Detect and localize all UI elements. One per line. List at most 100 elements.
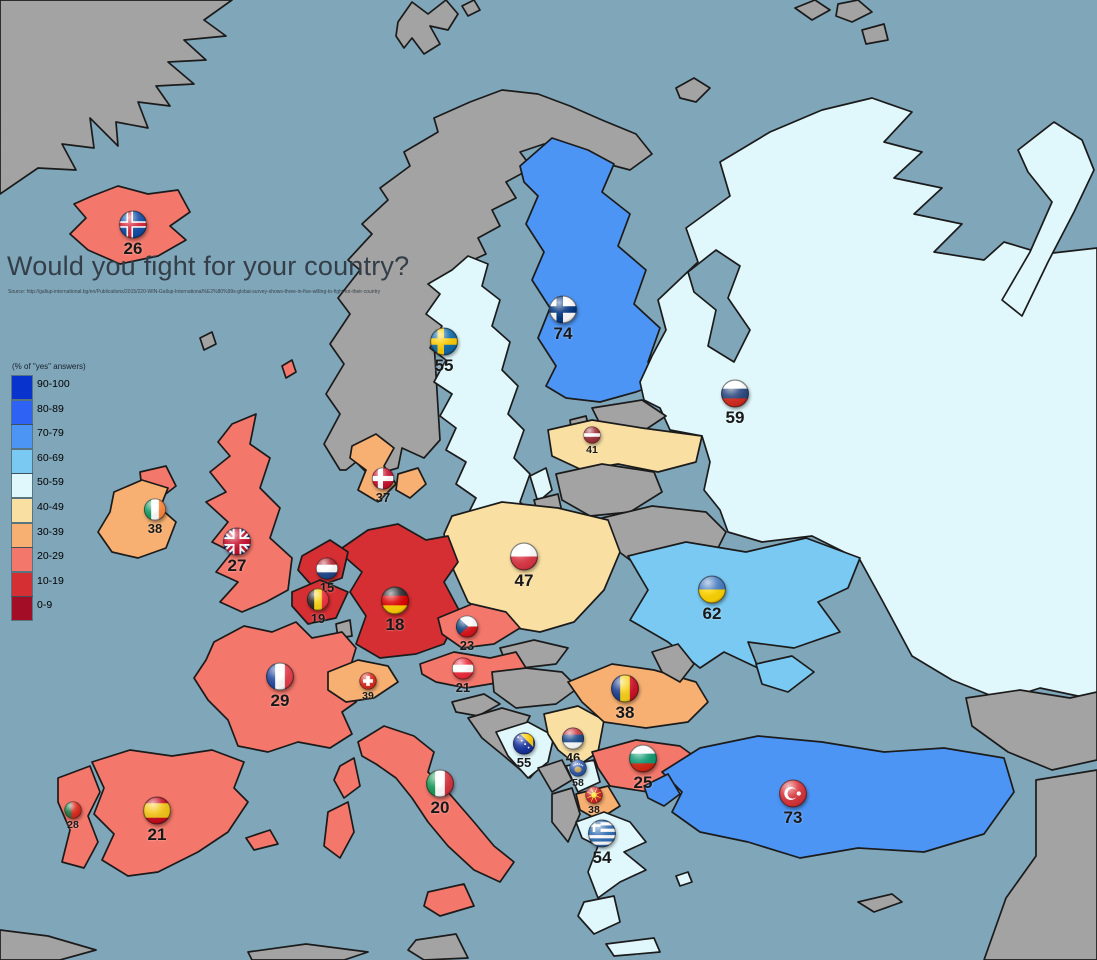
- country-shape-ukraine: [627, 537, 861, 669]
- flag-icon-iceland: [119, 210, 147, 238]
- country-shape-moldova: [651, 643, 695, 683]
- country-value-italy: 20: [430, 797, 450, 817]
- country-marker-belgium: 19: [306, 587, 330, 626]
- flag-icon-belgium: [306, 587, 330, 611]
- country-value-portugal: 28: [67, 819, 79, 831]
- legend-label: 30-39: [37, 525, 64, 538]
- country-shape-franz-josef-land: [794, 0, 831, 21]
- legend-swatch: [11, 424, 33, 450]
- country-marker-spain: 21: [143, 796, 172, 844]
- legend-label: 50-59: [37, 476, 64, 489]
- country-value-uk: 27: [227, 555, 247, 575]
- country-marker-macedonia: 38: [585, 786, 603, 816]
- country-value-bulgaria: 25: [633, 772, 653, 792]
- country-shape-italy: [357, 725, 515, 883]
- country-marker-latvia: 41: [583, 426, 601, 456]
- flag-icon-france: [266, 662, 294, 690]
- country-marker-poland: 47: [510, 542, 539, 590]
- legend-swatch: [11, 448, 33, 474]
- legend-swatch: [11, 571, 33, 597]
- country-shape-russia: [639, 97, 1097, 701]
- country-marker-russia: 59: [721, 379, 750, 427]
- country-shape-greenland: [0, 0, 233, 195]
- source-note: Source: http://gallup-international.bg/e…: [8, 289, 381, 295]
- legend-row-90-100: 90-100: [11, 375, 86, 401]
- legend-swatch: [11, 522, 33, 548]
- legend-swatch: [11, 399, 33, 425]
- country-shape-france: [333, 757, 361, 799]
- legend-label: 10-19: [37, 574, 64, 587]
- flag-icon-greece: [588, 819, 616, 847]
- country-value-latvia: 41: [586, 444, 598, 456]
- legend-swatch: [11, 375, 33, 400]
- legend-label: 40-49: [37, 500, 64, 513]
- country-marker-denmark: 37: [371, 466, 395, 505]
- map-title: Would you fight for your country?: [7, 251, 410, 281]
- country-shape-sweden: [529, 467, 553, 503]
- country-marker-bulgaria: 25: [629, 744, 658, 792]
- country-shape-middle-east: [983, 769, 1097, 960]
- country-marker-france: 29: [266, 662, 295, 710]
- country-shape-africa: [247, 943, 369, 960]
- legend-label: 60-69: [37, 451, 64, 464]
- white-sea: [687, 249, 751, 363]
- flag-icon-italy: [426, 769, 454, 797]
- legend-row-70-79: 70-79: [11, 424, 86, 450]
- country-marker-finland: 74: [549, 295, 578, 343]
- country-value-germany: 18: [385, 614, 405, 634]
- flag-icon-uk: [223, 527, 251, 555]
- flag-icon-bosnia: [512, 731, 536, 755]
- country-shape-hungary: [491, 667, 579, 709]
- country-value-belgium: 19: [310, 610, 326, 626]
- country-value-austria: 21: [455, 679, 471, 695]
- country-shape-denmark: [395, 467, 427, 499]
- country-shape-africa: [407, 933, 469, 960]
- country-value-kosovo: 58: [572, 777, 584, 789]
- flag-icon-ukraine: [698, 575, 726, 603]
- flag-icon-czechia: [455, 614, 479, 638]
- country-value-denmark: 37: [375, 489, 391, 505]
- country-shape-turkey: [643, 773, 681, 807]
- country-marker-sweden: 55: [430, 327, 459, 375]
- country-marker-romania: 38: [611, 674, 640, 722]
- legend-swatch: [11, 547, 33, 573]
- country-value-ireland: 38: [147, 520, 163, 536]
- country-value-bosnia: 55: [516, 754, 532, 770]
- legend-label: 90-100: [37, 378, 70, 390]
- country-value-poland: 47: [514, 570, 534, 590]
- country-value-russia: 59: [725, 407, 745, 427]
- country-marker-portugal: 28: [64, 801, 82, 831]
- legend-row-30-39: 30-39: [11, 522, 86, 549]
- country-marker-czechia: 23: [455, 614, 479, 653]
- country-marker-netherlands: 15: [315, 556, 339, 595]
- country-shape-greece: [577, 895, 621, 935]
- country-shape-italy: [423, 883, 475, 917]
- flag-icon-romania: [611, 674, 639, 702]
- country-shape-caucasus: [965, 689, 1097, 771]
- legend-row-50-59: 50-59: [11, 473, 86, 499]
- country-shape-spain: [245, 829, 279, 851]
- country-shape-franz-josef-land: [861, 23, 889, 45]
- flag-icon-denmark: [371, 466, 395, 490]
- country-shape-africa: [0, 929, 97, 960]
- country-shape-svalbard: [395, 0, 459, 55]
- country-shape-uk: [281, 359, 297, 379]
- country-value-czechia: 23: [459, 637, 475, 653]
- country-marker-ukraine: 62: [698, 575, 727, 623]
- country-marker-turkey: 73: [779, 779, 808, 827]
- country-shape-greece: [675, 871, 693, 887]
- country-value-sweden: 55: [434, 355, 454, 375]
- flag-icon-serbia: [561, 726, 585, 750]
- country-shape-ukraine: [755, 655, 815, 693]
- flag-icon-turkey: [779, 779, 807, 807]
- flag-icon-spain: [143, 796, 171, 824]
- country-value-france: 29: [270, 690, 290, 710]
- country-marker-ireland: 38: [143, 497, 167, 536]
- legend-label: 20-29: [37, 550, 64, 563]
- country-value-iceland: 26: [123, 238, 143, 258]
- country-marker-iceland: 26: [119, 210, 148, 258]
- country-shape-lithuania: [555, 463, 663, 517]
- legend-row-60-69: 60-69: [11, 448, 86, 475]
- country-shape-czechia: [437, 603, 521, 649]
